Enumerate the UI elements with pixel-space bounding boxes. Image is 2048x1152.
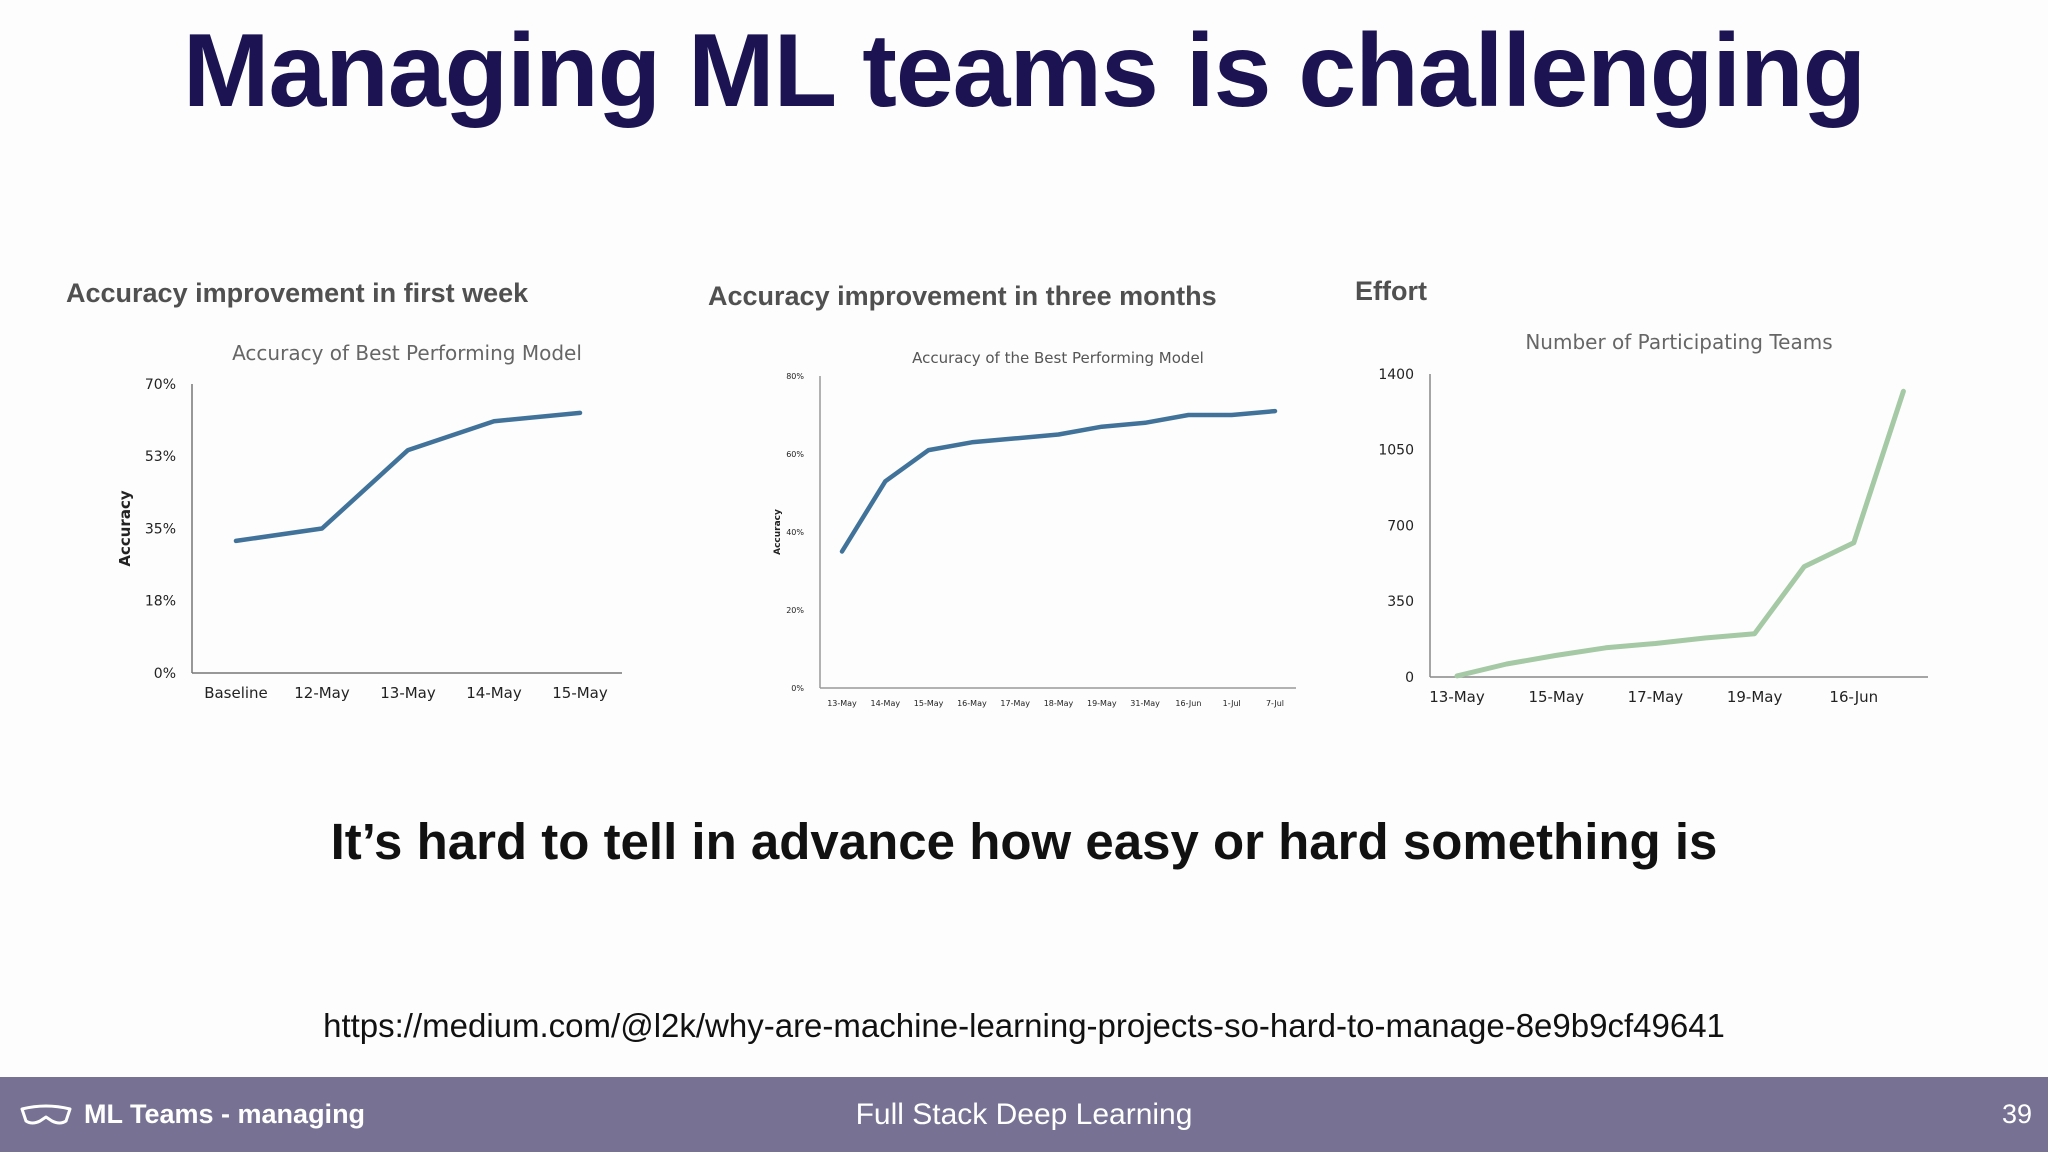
x-tick-label: 15-May <box>552 684 608 702</box>
y-axis-label: Accuracy <box>773 509 783 555</box>
y-tick-label: 70% <box>145 377 176 393</box>
x-tick-label: 16-May <box>957 699 987 708</box>
y-tick-label: 700 <box>1387 518 1414 534</box>
footer-section-label: ML Teams - managing <box>84 1099 366 1129</box>
y-tick-label: 60% <box>786 450 804 459</box>
panel-heading-first-week: Accuracy improvement in first week <box>66 278 529 308</box>
y-axis-label: Accuracy <box>116 490 134 566</box>
series-line <box>839 408 1278 554</box>
y-tick-label: 0% <box>791 684 804 693</box>
y-tick-label: 1400 <box>1378 367 1414 383</box>
y-tick-label: 0% <box>154 666 176 682</box>
x-tick-label: 7-Jul <box>1266 699 1284 708</box>
x-tick-label: Baseline <box>204 684 268 702</box>
x-tick-label: 12-May <box>294 684 350 702</box>
x-tick-label: 18-May <box>1044 699 1074 708</box>
series-line <box>233 410 583 544</box>
chart-title: Number of Participating Teams <box>1525 330 1832 354</box>
x-tick-label: 1-Jul <box>1223 699 1241 708</box>
goggles-icon <box>20 1104 72 1124</box>
panel-heading-three-months: Accuracy improvement in three months <box>708 281 1217 311</box>
x-tick-label: 13-May <box>380 684 436 702</box>
x-tick-label: 15-May <box>914 699 944 708</box>
page-number: 39 <box>2001 1099 2032 1129</box>
source-link[interactable]: https://medium.com/@l2k/why-are-machine-… <box>323 1007 1725 1044</box>
chart-title: Accuracy of the Best Performing Model <box>912 349 1204 367</box>
x-tick-label: 16-Jun <box>1175 699 1201 708</box>
panel-heading-effort: Effort <box>1355 276 1427 306</box>
slide-subtitle: It’s hard to tell in advance how easy or… <box>330 813 1718 870</box>
y-tick-label: 20% <box>786 606 804 615</box>
x-tick-label: 19-May <box>1727 688 1783 706</box>
x-tick-label: 17-May <box>1628 688 1684 706</box>
x-tick-label: 17-May <box>1000 699 1030 708</box>
x-tick-label: 13-May <box>827 699 857 708</box>
series-line <box>1454 388 1906 679</box>
x-tick-label: 19-May <box>1087 699 1117 708</box>
y-tick-label: 40% <box>786 528 804 537</box>
y-tick-label: 1050 <box>1378 443 1414 459</box>
x-tick-label: 15-May <box>1528 688 1584 706</box>
y-tick-label: 80% <box>786 372 804 381</box>
y-tick-label: 0 <box>1405 670 1414 686</box>
y-tick-label: 350 <box>1387 594 1414 610</box>
footer-section: ML Teams - managing <box>20 1077 365 1152</box>
footer-bar: ML Teams - managing Full Stack Deep Lear… <box>0 1077 2048 1152</box>
y-tick-label: 18% <box>145 594 176 610</box>
x-tick-label: 14-May <box>870 699 900 708</box>
x-tick-label: 14-May <box>466 684 522 702</box>
x-tick-label: 16-Jun <box>1829 688 1878 706</box>
x-tick-label: 13-May <box>1429 688 1485 706</box>
x-tick-label: 31-May <box>1130 699 1160 708</box>
y-tick-label: 35% <box>145 521 176 537</box>
chart-title: Accuracy of Best Performing Model <box>232 341 582 365</box>
y-tick-label: 53% <box>145 449 176 465</box>
slide-title: Managing ML teams is challenging <box>182 13 1866 129</box>
